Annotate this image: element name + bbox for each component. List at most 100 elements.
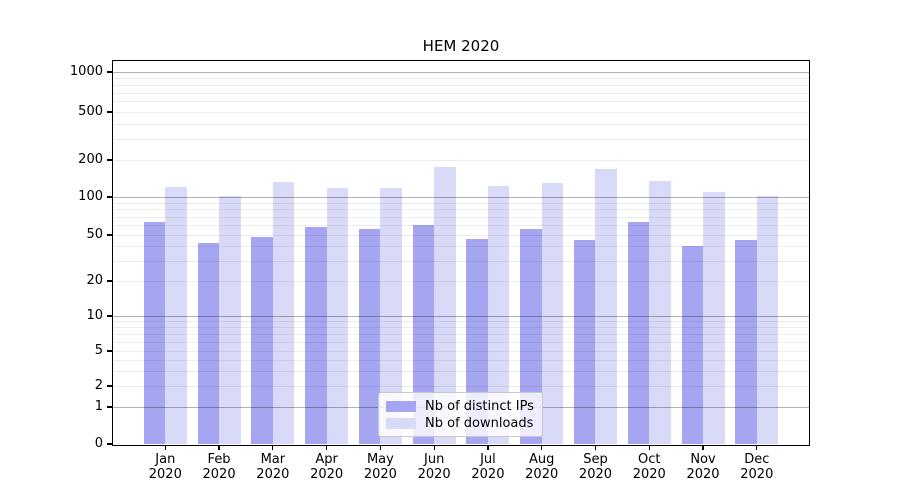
x-tick-label: Oct 2020: [621, 452, 677, 482]
x-tick-label: Sep 2020: [567, 452, 623, 482]
y-gridline: [113, 370, 809, 372]
y-gridline: [113, 101, 809, 103]
y-gridline: [113, 160, 809, 161]
y-gridline: [113, 246, 809, 248]
y-gridline: [113, 123, 809, 125]
y-tick: [107, 196, 113, 198]
y-tick-label: 500: [78, 104, 103, 119]
y-tick: [107, 315, 113, 317]
y-tick: [107, 159, 113, 161]
y-gridline: [113, 281, 809, 282]
y-tick: [107, 234, 113, 236]
x-tick-label: Nov 2020: [675, 452, 731, 482]
bar-downloads: [326, 188, 349, 444]
x-tick: [272, 445, 274, 450]
y-tick-label: 50: [86, 227, 103, 242]
x-tick-year: 2020: [471, 467, 505, 482]
y-gridline: [113, 316, 809, 317]
y-gridline: [113, 78, 809, 80]
legend-item-distinct-ips: Nb of distinct IPs: [386, 398, 534, 415]
bar-downloads: [434, 166, 456, 444]
x-tick-year: 2020: [686, 467, 720, 482]
x-tick-year: 2020: [202, 467, 236, 482]
bar-downloads: [703, 191, 725, 444]
x-tick-month: Mar: [260, 452, 286, 467]
y-gridline: [113, 327, 809, 329]
y-gridline: [113, 334, 809, 335]
bar-downloads: [487, 185, 510, 444]
x-tick-year: 2020: [740, 467, 774, 482]
x-tick-month: Jun: [424, 452, 445, 467]
y-gridline: [113, 351, 809, 352]
x-tick-year: 2020: [632, 467, 666, 482]
y-tick: [107, 350, 113, 352]
y-tick: [107, 406, 113, 408]
y-gridline: [113, 235, 809, 236]
x-tick: [326, 445, 328, 450]
x-tick: [433, 445, 435, 450]
bar-downloads: [541, 182, 564, 444]
bar-downloads: [165, 187, 187, 444]
x-tick-label: Jul 2020: [460, 452, 516, 482]
x-tick-label: Feb 2020: [191, 452, 247, 482]
bar-distinct-ips: [197, 242, 220, 444]
y-tick-label: 1: [94, 399, 103, 414]
bar-distinct-ips: [251, 237, 273, 444]
x-tick: [487, 445, 489, 450]
y-gridline: [113, 341, 809, 343]
y-tick: [107, 443, 113, 445]
legend-item-downloads: Nb of downloads: [386, 415, 533, 432]
x-tick-label: Mar 2020: [245, 452, 301, 482]
bar-distinct-ips: [627, 222, 650, 444]
legend-swatch-downloads: [386, 418, 416, 429]
bar-downloads: [595, 168, 617, 444]
x-tick: [218, 445, 220, 450]
x-tick: [702, 445, 704, 450]
y-tick-label: 1000: [69, 64, 103, 79]
y-gridline: [113, 84, 809, 86]
legend: Nb of distinct IPs Nb of downloads: [378, 392, 543, 437]
x-tick: [164, 445, 166, 450]
x-tick-month: Sep: [583, 452, 608, 467]
legend-swatch-distinct-ips: [386, 401, 416, 412]
y-tick: [107, 280, 113, 282]
bar-downloads: [219, 196, 241, 444]
x-tick-month: May: [366, 452, 394, 467]
y-gridline: [113, 202, 809, 204]
x-tick-year: 2020: [363, 467, 397, 482]
y-tick-label: 0: [94, 436, 103, 451]
y-gridline: [113, 225, 809, 226]
x-tick-label: Aug 2020: [514, 452, 570, 482]
y-gridline: [113, 260, 809, 262]
y-gridline: [113, 112, 809, 113]
x-tick-year: 2020: [417, 467, 451, 482]
y-tick-label: 100: [78, 189, 103, 204]
bar-downloads: [649, 180, 671, 444]
y-gridline: [113, 386, 809, 387]
x-tick-label: Dec 2020: [729, 452, 785, 482]
x-tick-year: 2020: [525, 467, 559, 482]
x-tick-year: 2020: [310, 467, 344, 482]
x-tick-label: May 2020: [352, 452, 408, 482]
y-gridline: [113, 197, 809, 198]
y-gridline: [113, 72, 809, 73]
x-tick-year: 2020: [148, 467, 182, 482]
y-tick: [107, 385, 113, 387]
x-tick-month: Dec: [744, 452, 770, 467]
y-tick: [107, 111, 113, 113]
bar-downloads: [272, 181, 295, 444]
y-tick-label: 10: [86, 308, 103, 323]
y-tick: [107, 71, 113, 73]
x-tick-label: Jun 2020: [406, 452, 462, 482]
y-gridline: [113, 92, 809, 94]
y-gridline: [113, 138, 809, 140]
x-tick-year: 2020: [256, 467, 290, 482]
x-tick-month: Jul: [480, 452, 496, 467]
y-gridline: [113, 209, 809, 211]
x-tick-month: Apr: [315, 452, 338, 467]
y-gridline: [113, 321, 809, 323]
bar-distinct-ips: [573, 240, 596, 444]
y-tick-label: 20: [86, 273, 103, 288]
x-tick: [756, 445, 758, 450]
